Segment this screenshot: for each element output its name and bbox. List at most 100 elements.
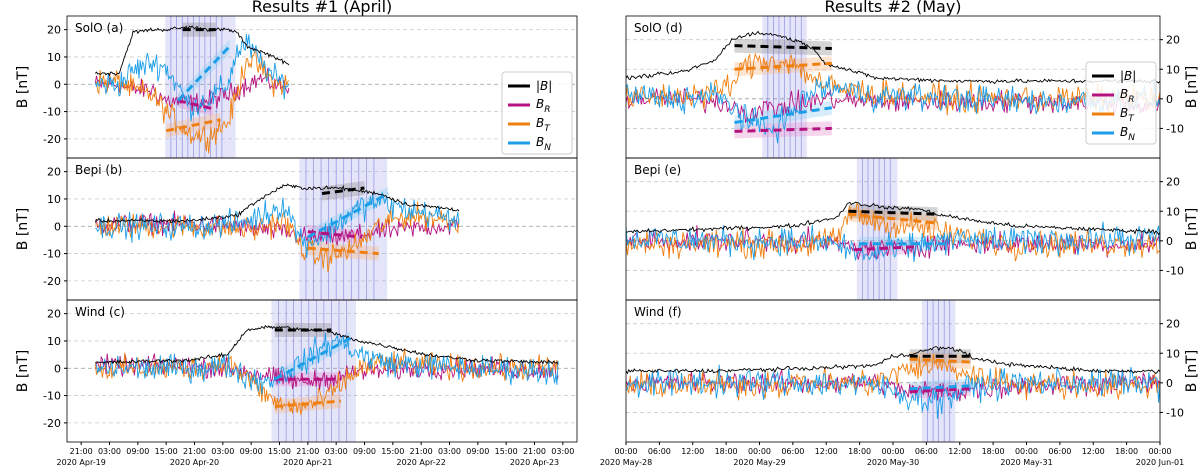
panel-frame xyxy=(66,299,578,443)
panel-label: Bepi (b) xyxy=(75,163,122,177)
y-axis-label: B [nT] xyxy=(15,208,31,250)
panel-label: Wind (f) xyxy=(634,305,682,319)
legend-label-br: BR xyxy=(536,97,551,115)
fit-line-br xyxy=(853,245,916,252)
panel-bepi: -10 0 10 20 B [nT] Bepi (e) xyxy=(625,157,1200,301)
series-b xyxy=(95,324,559,366)
series-bt xyxy=(626,52,1160,116)
data-lines xyxy=(626,201,1160,263)
fit-line-bn xyxy=(274,336,352,381)
series-bt xyxy=(626,353,1160,401)
sampling-window-shade xyxy=(856,158,898,300)
fit-line-bt xyxy=(307,246,379,256)
xtick-label: 09:00 xyxy=(240,447,263,456)
data-lines xyxy=(626,346,1160,419)
ytick-label: 10 xyxy=(1166,205,1180,218)
series-bn xyxy=(626,221,1160,263)
series-bn xyxy=(626,364,1160,419)
fit-line-b xyxy=(321,186,365,195)
panel-label: SolO (d) xyxy=(634,21,683,35)
ytick-label: 20 xyxy=(1166,318,1180,331)
ytick-label: 10 xyxy=(1166,347,1180,360)
panel-frame xyxy=(625,15,1161,159)
series-bn xyxy=(95,332,559,395)
ytick-label: -20 xyxy=(43,417,61,430)
y-axis-label: B [nT] xyxy=(1184,350,1200,392)
xtick-label: 12:00 xyxy=(681,447,704,456)
ytick-label: 0 xyxy=(54,78,61,91)
series-bn xyxy=(95,191,460,259)
panel-label: Bepi (e) xyxy=(634,163,681,177)
xtick-label: 18:00 xyxy=(1115,447,1138,456)
series-b xyxy=(94,25,290,77)
fit-line-br xyxy=(307,230,363,239)
y-axis-label: B [nT] xyxy=(15,66,31,108)
xtick-date: 2020 Apr-21 xyxy=(283,458,332,467)
ytick-label: -20 xyxy=(43,133,61,146)
xtick-label: 21:00 xyxy=(183,447,206,456)
xtick-label: 03:00 xyxy=(211,447,234,456)
ytick-label: 10 xyxy=(47,51,61,64)
chart-2: Results #2 (May) -10 0 10 20 B [nT] SolO (d) |B… xyxy=(600,0,1200,467)
fit-band-bt xyxy=(734,56,832,77)
series-bt xyxy=(94,49,290,154)
y-axis-label: B [nT] xyxy=(15,350,31,392)
xtick-date: 2020 May-28 xyxy=(600,458,652,467)
data-lines xyxy=(94,181,460,272)
xtick-label: 00:00 xyxy=(881,447,904,456)
xtick-date: 2020 May-29 xyxy=(733,458,785,467)
ytick-label: 20 xyxy=(47,24,61,37)
ytick-label: -10 xyxy=(43,106,61,119)
legend-label-bt: BT xyxy=(1120,106,1135,124)
fit-line-bt xyxy=(909,357,971,364)
y-axis-label: B [nT] xyxy=(1184,66,1200,108)
xtick-date: 2020 May-30 xyxy=(867,458,919,467)
xtick-label: 03:00 xyxy=(98,447,121,456)
series-b xyxy=(94,183,460,224)
fit-line-br xyxy=(909,387,971,394)
series-bt xyxy=(626,202,1160,262)
ytick-label: -10 xyxy=(43,390,61,403)
y-axis-label: B [nT] xyxy=(1184,208,1200,250)
xtick-date: 2020 Apr-23 xyxy=(510,458,559,467)
xtick-label: 15:00 xyxy=(155,447,178,456)
fit-band-bn xyxy=(177,39,230,108)
xtick-label: 06:00 xyxy=(915,447,938,456)
ytick-label: -20 xyxy=(43,275,61,288)
xtick-label: 00:00 xyxy=(748,447,771,456)
sampling-window-shade xyxy=(271,300,356,442)
ytick-label: 10 xyxy=(47,193,61,206)
chart-1: Results #1 (April) -20 -10 0 10 20 B [nT] SolO … xyxy=(15,0,578,467)
ytick-label: -10 xyxy=(1166,122,1184,135)
xtick-label: 00:00 xyxy=(1148,447,1171,456)
xtick-label: 12:00 xyxy=(1082,447,1105,456)
series-b xyxy=(626,30,1160,85)
ytick-label: 0 xyxy=(1166,377,1173,390)
xtick-date: 2020 Jun-01 xyxy=(1136,458,1184,467)
xtick-label: 06:00 xyxy=(648,447,671,456)
xtick-label: 09:00 xyxy=(126,447,149,456)
ytick-label: 0 xyxy=(1166,235,1173,248)
xtick-label: 06:00 xyxy=(1048,447,1071,456)
ytick-label: 10 xyxy=(47,335,61,348)
ytick-label: 0 xyxy=(54,362,61,375)
xtick-label: 09:00 xyxy=(466,447,489,456)
ytick-label: 20 xyxy=(47,166,61,179)
xtick-label: 21:00 xyxy=(296,447,319,456)
fit-band-b xyxy=(734,38,832,56)
ytick-label: 20 xyxy=(1166,176,1180,189)
xtick-label: 18:00 xyxy=(715,447,738,456)
sampling-window-shade xyxy=(299,158,388,300)
ytick-label: 20 xyxy=(47,308,61,321)
data-lines xyxy=(94,22,290,154)
xtick-label: 21:00 xyxy=(523,447,546,456)
panel-frame xyxy=(625,299,1161,443)
fit-line-bn xyxy=(734,106,833,124)
ytick-label: 0 xyxy=(54,220,61,233)
fit-line-bt xyxy=(274,399,342,408)
